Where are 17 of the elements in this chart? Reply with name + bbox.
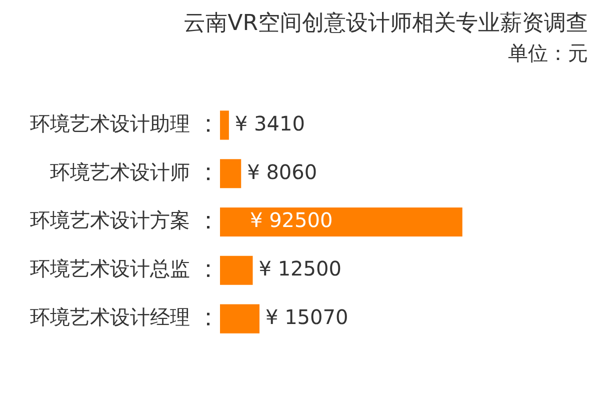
y-tick-label: 环境艺术设计师 (50, 160, 190, 184)
bar (220, 304, 260, 334)
bar (220, 159, 242, 188)
bar (220, 256, 253, 285)
bar (220, 207, 462, 237)
data-label: ¥ 92500 (250, 208, 333, 232)
data-label: ¥ 15070 (265, 305, 348, 330)
y-tick-label: 环境艺术设计总监 (30, 256, 190, 281)
y-tick-label: 环境艺术设计经理 (30, 305, 190, 330)
data-label: ¥ 12500 (258, 256, 342, 281)
data-label: ¥ 8060 (247, 160, 318, 184)
bar (220, 110, 229, 140)
chart-title: 云南VR空间创意设计师相关专业薪资调查 (182, 10, 589, 38)
text: 单位：元 (507, 40, 589, 67)
y-tick-label: 环境艺术设计助理 (30, 111, 190, 136)
data-label: ¥ 3410 (234, 111, 305, 136)
y-tick-label: 环境艺术设计方案 (30, 208, 190, 232)
